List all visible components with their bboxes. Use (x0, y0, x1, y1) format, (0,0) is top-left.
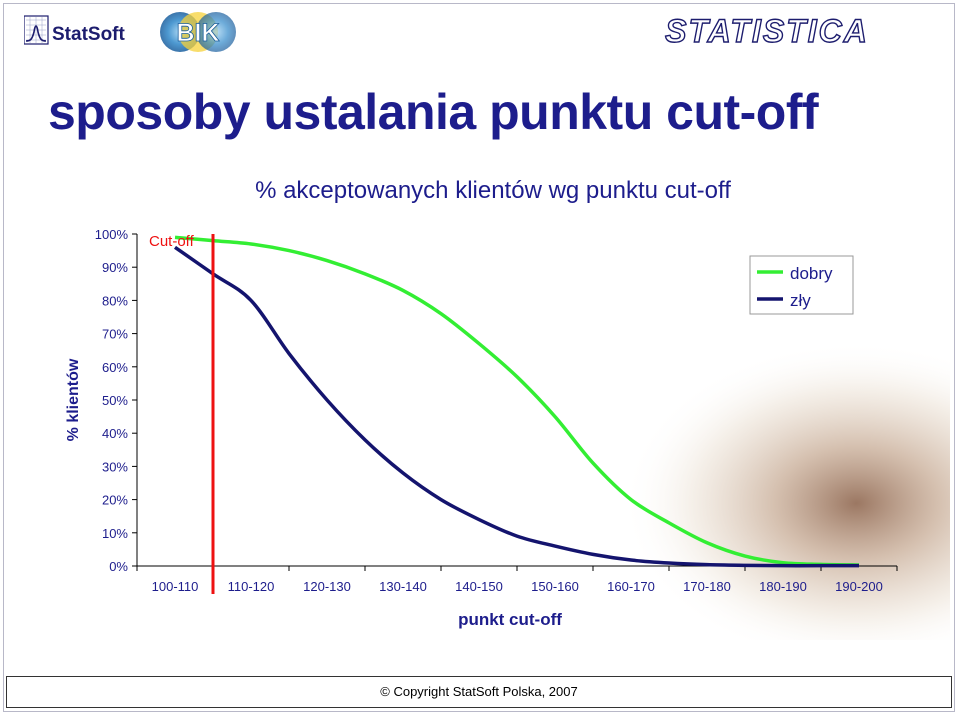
line-chart: % akceptowanych klientów wg punktu cut-o… (65, 177, 950, 640)
y-tick-label: 70% (102, 327, 128, 342)
y-tick-label: 80% (102, 293, 128, 308)
y-tick-label: 20% (102, 493, 128, 508)
footer: © Copyright StatSoft Polska, 2007 (6, 676, 952, 708)
x-tick-label: 160-170 (607, 579, 655, 594)
x-tick-label: 100-110 (152, 579, 199, 594)
series-line-zly (173, 245, 859, 568)
x-tick-label: 110-120 (228, 579, 275, 594)
x-tick-label: 180-190 (759, 579, 807, 594)
y-tick-label: 100% (95, 227, 129, 242)
y-tick-label: 10% (102, 526, 128, 541)
x-tick-label: 140-150 (455, 579, 503, 594)
y-tick-label: 0% (109, 559, 128, 574)
slide-frame (3, 3, 955, 712)
legend-box (749, 255, 854, 315)
x-tick-label: 190-200 (835, 579, 883, 594)
bik-logo: BIK (160, 12, 236, 52)
statsoft-logo-text: StatSoft (52, 24, 126, 45)
x-tick-label: 170-180 (683, 579, 731, 594)
y-tick-label: 60% (102, 360, 128, 375)
y-tick-label: 40% (102, 426, 128, 441)
cutoff-label: Cut-off (149, 233, 195, 250)
y-tick-label: 90% (102, 260, 128, 275)
statsoft-logo: StatSoft (24, 15, 126, 45)
chart-container: % akceptowanych klientów wg punktu cut-o… (0, 160, 960, 640)
x-tick-label: 120-130 (303, 579, 351, 594)
x-tick-label: 150-160 (531, 579, 579, 594)
y-axis: 0% 10% 20% 30% 40% 50% 60% 70% 80% 90% 100% (95, 227, 138, 574)
legend-label: dobry (790, 264, 833, 283)
bik-logo-text: BIK (176, 19, 219, 47)
chart-title: % akceptowanych klientów wg punktu cut-o… (255, 177, 731, 204)
statistica-logo-text: STATISTICA (665, 14, 869, 48)
statistica-logo: STATISTICA (664, 14, 869, 48)
series-group (173, 235, 860, 568)
y-tick-label: 50% (102, 393, 128, 408)
coins-background-image (430, 280, 950, 640)
header: StatSoft BIK STATISTICA (0, 0, 960, 62)
series-line-dobry (174, 235, 860, 567)
x-tick-label: 130-140 (379, 579, 427, 594)
x-axis-label: punkt cut-off (458, 610, 562, 629)
legend: dobry zły (749, 255, 854, 315)
y-axis-label: % klientów (65, 358, 82, 441)
y-tick-label: 30% (102, 459, 128, 474)
cutoff-marker: Cut-off (149, 233, 215, 594)
copyright-text: © Copyright StatSoft Polska, 2007 (380, 684, 578, 699)
legend-label: zły (790, 291, 811, 310)
slide-title: sposoby ustalania punktu cut-off (48, 84, 819, 140)
